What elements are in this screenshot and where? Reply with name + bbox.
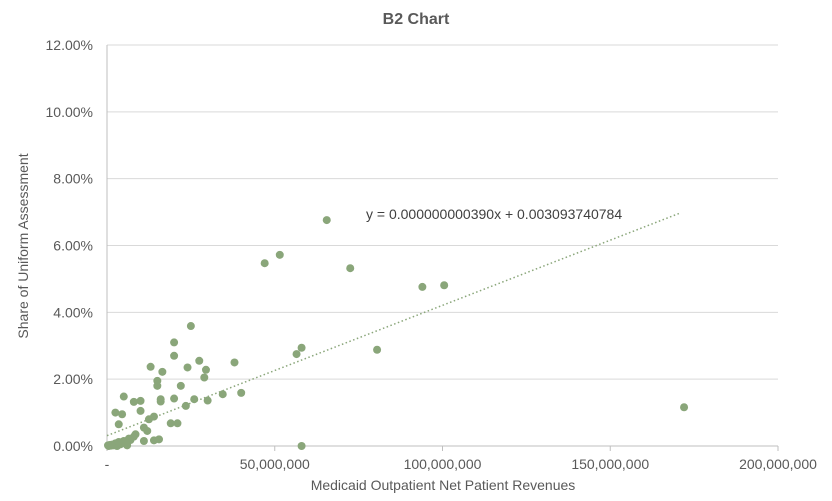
gridlines xyxy=(107,44,778,380)
data-point xyxy=(129,397,138,406)
y-tick-label: 6.00% xyxy=(53,238,93,254)
y-tick-label: 4.00% xyxy=(53,304,93,320)
data-point xyxy=(111,408,120,417)
y-tick-label: 10.00% xyxy=(46,104,93,120)
x-axis-label: Medicaid Outpatient Net Patient Revenues xyxy=(311,477,576,493)
data-point xyxy=(186,322,195,331)
data-point xyxy=(292,350,301,359)
data-point xyxy=(195,356,204,365)
data-point xyxy=(170,351,179,360)
data-point xyxy=(155,435,164,444)
data-point xyxy=(118,410,127,419)
data-point xyxy=(176,381,185,390)
chart-title: B2 Chart xyxy=(383,11,450,28)
data-point xyxy=(146,362,155,371)
data-point xyxy=(297,442,306,450)
data-point xyxy=(136,406,145,415)
data-point xyxy=(170,338,179,347)
y-tick-label: 8.00% xyxy=(53,171,93,187)
x-tick-label: 50,000,000 xyxy=(240,456,310,472)
data-point xyxy=(440,281,449,290)
y-tick-label: 0.00% xyxy=(53,438,93,454)
data-point xyxy=(230,358,239,367)
data-point xyxy=(297,343,306,352)
data-point xyxy=(237,388,246,397)
data-point xyxy=(158,367,167,376)
data-point xyxy=(156,397,165,406)
data-point xyxy=(170,394,179,403)
data-point xyxy=(275,250,284,259)
data-point xyxy=(218,390,227,399)
data-point xyxy=(322,216,331,225)
data-points xyxy=(104,216,689,450)
data-point xyxy=(131,430,140,439)
trendline-path xyxy=(106,212,681,437)
data-point xyxy=(183,363,192,372)
x-tick-label: 150,000,000 xyxy=(571,456,649,472)
x-tick-label: 200,000,000 xyxy=(739,456,817,472)
data-point xyxy=(680,403,689,412)
data-point xyxy=(200,373,209,382)
data-point xyxy=(203,396,212,405)
data-point xyxy=(143,426,152,435)
data-point xyxy=(190,395,199,404)
data-point xyxy=(201,365,210,374)
data-point xyxy=(181,401,190,410)
data-point xyxy=(153,381,162,390)
data-point xyxy=(173,419,182,428)
data-point xyxy=(114,420,123,429)
y-tick-label: 2.00% xyxy=(53,371,93,387)
x-tick-label: - xyxy=(105,456,110,472)
data-point xyxy=(136,396,145,405)
axes: 0.00% 2.00% 4.00% 6.00% 8.00% 10.00% 12.00% - 50… xyxy=(46,37,818,472)
trendline xyxy=(106,212,681,437)
y-tick-label: 12.00% xyxy=(46,37,93,53)
data-point xyxy=(346,264,355,273)
data-point xyxy=(166,419,175,428)
data-point xyxy=(418,282,427,291)
data-point xyxy=(119,392,128,401)
data-point xyxy=(149,412,158,421)
y-axis-label: Share of Uniform Assessment xyxy=(15,153,31,338)
data-point xyxy=(139,436,148,445)
data-point xyxy=(373,345,382,354)
data-point xyxy=(260,259,269,268)
trendline-equation-label: y = 0.000000000390x + 0.003093740784 xyxy=(366,206,622,222)
x-tick-label: 100,000,000 xyxy=(404,456,482,472)
